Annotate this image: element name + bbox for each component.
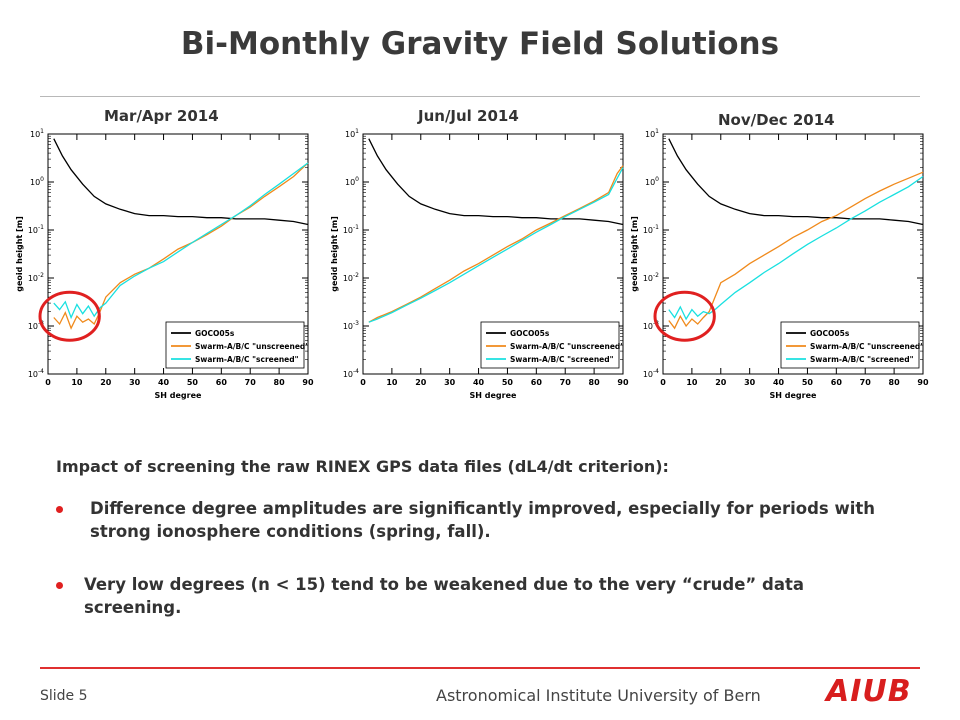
y-tick-label: 10-1 bbox=[28, 224, 44, 235]
y-tick-label: 10-4 bbox=[343, 368, 359, 379]
x-tick-label: 30 bbox=[129, 378, 141, 387]
bullet-item: Difference degree amplitudes are signifi… bbox=[56, 497, 926, 547]
y-tick-label: 10-3 bbox=[343, 320, 359, 331]
y-tick-label: 101 bbox=[645, 128, 659, 139]
slide-number: Slide 5 bbox=[40, 688, 88, 704]
x-tick-label: 60 bbox=[531, 378, 543, 387]
series-line-0 bbox=[368, 138, 624, 226]
x-tick-label: 30 bbox=[744, 378, 756, 387]
legend-label: GOCO05s bbox=[510, 329, 550, 338]
y-tick-label: 101 bbox=[345, 128, 359, 139]
legend-label: GOCO05s bbox=[195, 329, 235, 338]
x-tick-label: 40 bbox=[158, 378, 170, 387]
x-tick-label: 90 bbox=[302, 378, 314, 387]
y-tick-label: 10-1 bbox=[643, 224, 659, 235]
x-tick-label: 60 bbox=[831, 378, 843, 387]
x-tick-label: 60 bbox=[216, 378, 228, 387]
footer-divider bbox=[40, 667, 920, 669]
x-tick-label: 50 bbox=[187, 378, 199, 387]
series-line-0 bbox=[668, 138, 924, 226]
institute-name: Astronomical Institute University of Ber… bbox=[436, 686, 761, 705]
x-tick-label: 20 bbox=[415, 378, 427, 387]
y-tick-label: 10-2 bbox=[28, 272, 44, 283]
series-line-1 bbox=[53, 162, 309, 330]
legend-label: Swarm-A/B/C "unscreened" bbox=[195, 342, 309, 351]
title-divider bbox=[40, 96, 920, 97]
x-tick-label: 0 bbox=[45, 378, 51, 387]
y-axis-label: geoid height [m] bbox=[630, 216, 639, 291]
x-tick-label: 40 bbox=[773, 378, 785, 387]
x-tick-label: 80 bbox=[274, 378, 286, 387]
legend-label: GOCO05s bbox=[810, 329, 850, 338]
legend-label: Swarm-A/B/C "screened" bbox=[195, 355, 299, 364]
x-tick-label: 0 bbox=[660, 378, 666, 387]
panel-title-jun-jul: Jun/Jul 2014 bbox=[418, 107, 519, 125]
intro-text: Impact of screening the raw RINEX GPS da… bbox=[56, 457, 669, 476]
bullet-item: Very low degrees (n < 15) tend to be wea… bbox=[56, 573, 926, 623]
legend-label: Swarm-A/B/C "unscreened" bbox=[810, 342, 924, 351]
y-axis-label: geoid height [m] bbox=[15, 216, 24, 291]
series-line-2 bbox=[53, 162, 309, 320]
x-tick-label: 30 bbox=[444, 378, 456, 387]
bullet-dot-icon bbox=[56, 506, 63, 513]
x-tick-label: 90 bbox=[617, 378, 629, 387]
x-axis-label: SH degree bbox=[770, 391, 817, 400]
panel-title-mar-apr: Mar/Apr 2014 bbox=[104, 107, 219, 125]
x-tick-label: 20 bbox=[715, 378, 727, 387]
x-tick-label: 80 bbox=[589, 378, 601, 387]
legend-label: Swarm-A/B/C "screened" bbox=[810, 355, 914, 364]
highlight-circle bbox=[653, 290, 716, 342]
y-tick-label: 10-1 bbox=[343, 224, 359, 235]
series-line-2 bbox=[368, 167, 624, 323]
y-axis-label: geoid height [m] bbox=[330, 216, 339, 291]
x-tick-label: 70 bbox=[860, 378, 872, 387]
x-tick-label: 70 bbox=[245, 378, 257, 387]
x-tick-label: 0 bbox=[360, 378, 366, 387]
x-tick-label: 20 bbox=[100, 378, 112, 387]
series-line-1 bbox=[368, 165, 624, 323]
x-tick-label: 10 bbox=[386, 378, 398, 387]
x-tick-label: 50 bbox=[502, 378, 514, 387]
legend-label: Swarm-A/B/C "unscreened" bbox=[510, 342, 624, 351]
x-tick-label: 40 bbox=[473, 378, 485, 387]
bullet-text: Difference degree amplitudes are signifi… bbox=[90, 499, 875, 542]
x-axis-label: SH degree bbox=[470, 391, 517, 400]
legend-box bbox=[780, 321, 920, 369]
bullet-dot-icon bbox=[56, 582, 63, 589]
bullet-text: Very low degrees (n < 15) tend to be wea… bbox=[84, 575, 804, 618]
y-tick-label: 10-4 bbox=[28, 368, 44, 379]
x-tick-label: 50 bbox=[802, 378, 814, 387]
y-tick-label: 100 bbox=[645, 176, 659, 187]
y-tick-label: 101 bbox=[30, 128, 44, 139]
x-tick-label: 80 bbox=[889, 378, 901, 387]
series-line-0 bbox=[53, 138, 309, 226]
legend-box bbox=[165, 321, 305, 369]
y-tick-label: 100 bbox=[345, 176, 359, 187]
y-tick-label: 10-4 bbox=[643, 368, 659, 379]
y-tick-label: 10-2 bbox=[343, 272, 359, 283]
y-tick-label: 100 bbox=[30, 176, 44, 187]
slide-title: Bi-Monthly Gravity Field Solutions bbox=[180, 26, 780, 62]
legend-label: Swarm-A/B/C "screened" bbox=[510, 355, 614, 364]
series-line-1 bbox=[668, 171, 924, 330]
series-line-2 bbox=[668, 175, 924, 321]
y-tick-label: 10-2 bbox=[643, 272, 659, 283]
legend-box bbox=[480, 321, 620, 369]
x-tick-label: 10 bbox=[71, 378, 83, 387]
panel-title-nov-dec: Nov/Dec 2014 bbox=[718, 111, 835, 129]
highlight-circle bbox=[38, 290, 101, 342]
x-tick-label: 10 bbox=[686, 378, 698, 387]
x-axis-label: SH degree bbox=[155, 391, 202, 400]
x-tick-label: 70 bbox=[560, 378, 572, 387]
aiub-logo: AIUB bbox=[826, 674, 912, 709]
x-tick-label: 90 bbox=[917, 378, 929, 387]
